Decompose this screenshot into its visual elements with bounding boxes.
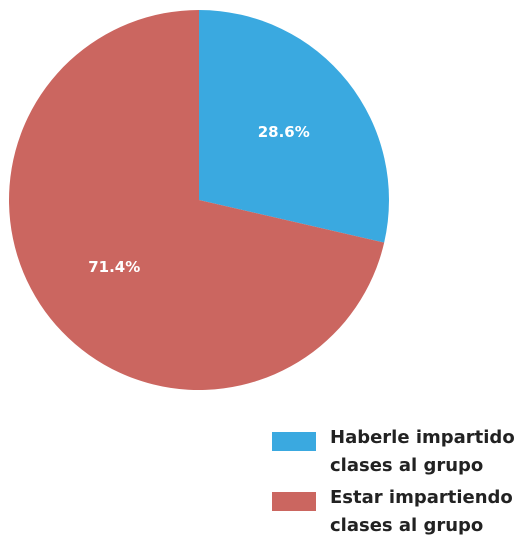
legend-label: Haberle impartido clases al grupo	[330, 427, 515, 476]
legend-swatch	[272, 432, 316, 451]
pie-slice	[199, 10, 390, 243]
pie-slice	[9, 10, 385, 390]
legend: Haberle impartido clases al grupo Estar i…	[272, 424, 532, 544]
legend-label: Estar impartiendo clases al grupo	[330, 487, 513, 536]
data-label: 71.4%	[88, 258, 140, 276]
chart: 28.6% 71.4%	[9, 10, 390, 390]
data-label: 28.6%	[258, 123, 310, 141]
legend-item: Haberle impartido clases al grupo	[272, 424, 532, 480]
legend-item: Estar impartiendo clases al grupo	[272, 484, 532, 540]
legend-swatch	[272, 492, 316, 511]
